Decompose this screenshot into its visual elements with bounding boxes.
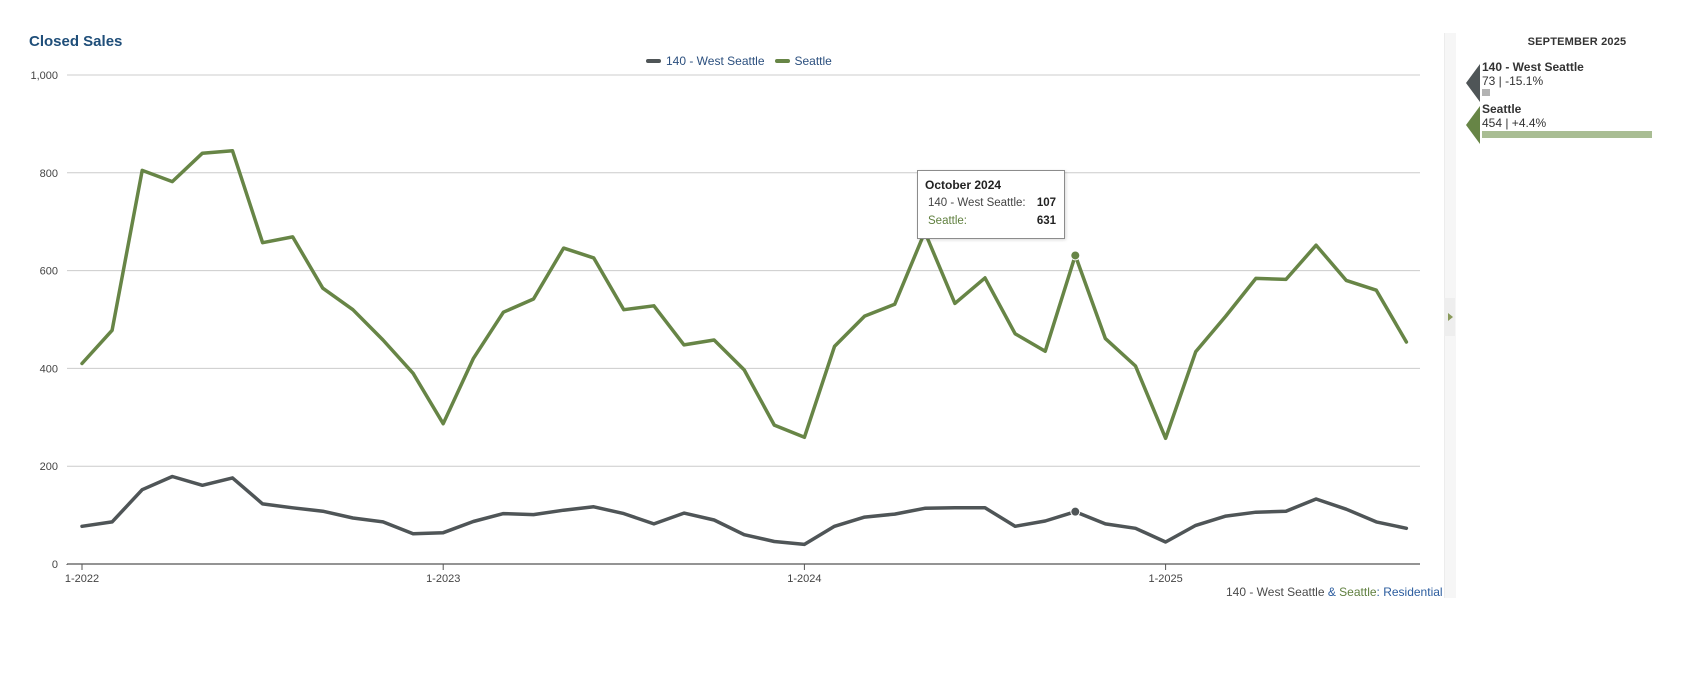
chevron-right-icon [1448,313,1453,321]
y-tick-label: 800 [40,168,58,180]
series-line-seattle [80,149,1409,441]
legend-item-seattle[interactable]: Seattle [774,54,832,68]
side-entry-seattle[interactable]: Seattle 454 | +4.4% [1462,102,1662,144]
side-entry-value: 73 | -15.1% [1482,74,1544,88]
tooltip-row-west-seattle: 140 - West Seattle: 107 [928,197,1056,209]
chart-title: Closed Sales [29,33,123,50]
y-tick-label: 200 [40,461,58,473]
tooltip-label-west-seattle: 140 - West Seattle: [928,197,1026,209]
footnote-property-type: Residential [1383,585,1443,599]
legend-item-west-seattle[interactable]: 140 - West Seattle [646,54,765,68]
chart-tooltip: October 2024 140 - West Seattle: 107 Sea… [917,170,1065,239]
tooltip-value-seattle: 631 [1036,215,1056,227]
seattle-marker-icon [1466,106,1480,144]
chart-footnote: 140 - West Seattle & Seattle: Residentia… [1226,585,1443,599]
legend-label-west-seattle: 140 - West Seattle [666,54,765,68]
highlight-marker-seattle [1070,250,1081,261]
highlight-marker-west-seattle [1070,506,1081,517]
footnote-colon: : [1376,585,1384,599]
west-seattle-marker-icon [1466,64,1480,102]
legend-swatch-seattle [774,59,790,63]
side-entry-name: Seattle [1482,102,1522,116]
y-tick-label: 0 [52,559,58,571]
side-entry-name: 140 - West Seattle [1482,60,1584,74]
footnote-ampersand: & [1324,585,1340,599]
side-entry-west-seattle[interactable]: 140 - West Seattle 73 | -15.1% [1462,60,1662,102]
side-panel: SEPTEMBER 2025 140 - West Seattle 73 | -… [1462,36,1662,144]
tooltip-label-seattle: Seattle: [928,215,967,227]
x-tick-label: 1-2022 [65,573,99,585]
chart-legend: 140 - West Seattle Seattle [646,54,832,68]
y-tick-label: 400 [40,363,58,375]
y-tick-label: 600 [40,266,58,278]
y-tick-label: 1,000 [30,70,58,82]
tooltip-row-seattle: Seattle: 631 [928,215,1056,227]
x-tick-label: 1-2023 [426,573,460,585]
side-panel-month: SEPTEMBER 2025 [1527,36,1627,48]
side-entry-value: 454 | +4.4% [1482,116,1547,130]
x-tick-label: 1-2025 [1148,573,1182,585]
side-entry-bar [1482,89,1490,96]
footnote-area: 140 - West Seattle [1226,585,1325,599]
side-entry-bar [1482,131,1652,138]
legend-label-seattle: Seattle [794,54,832,68]
tooltip-value-west-seattle: 107 [1036,197,1056,209]
series-line-west-seattle [80,474,1409,547]
footnote-city: Seattle [1339,585,1377,599]
line-chart: 0 200 400 600 800 1,000 1-2022 1-2023 1-2024 1-20… [30,70,1420,585]
x-tick-label: 1-2024 [787,573,821,585]
side-panel-toggle[interactable] [1444,298,1455,336]
legend-swatch-west-seattle [646,59,661,63]
tooltip-title: October 2024 [925,178,1002,192]
